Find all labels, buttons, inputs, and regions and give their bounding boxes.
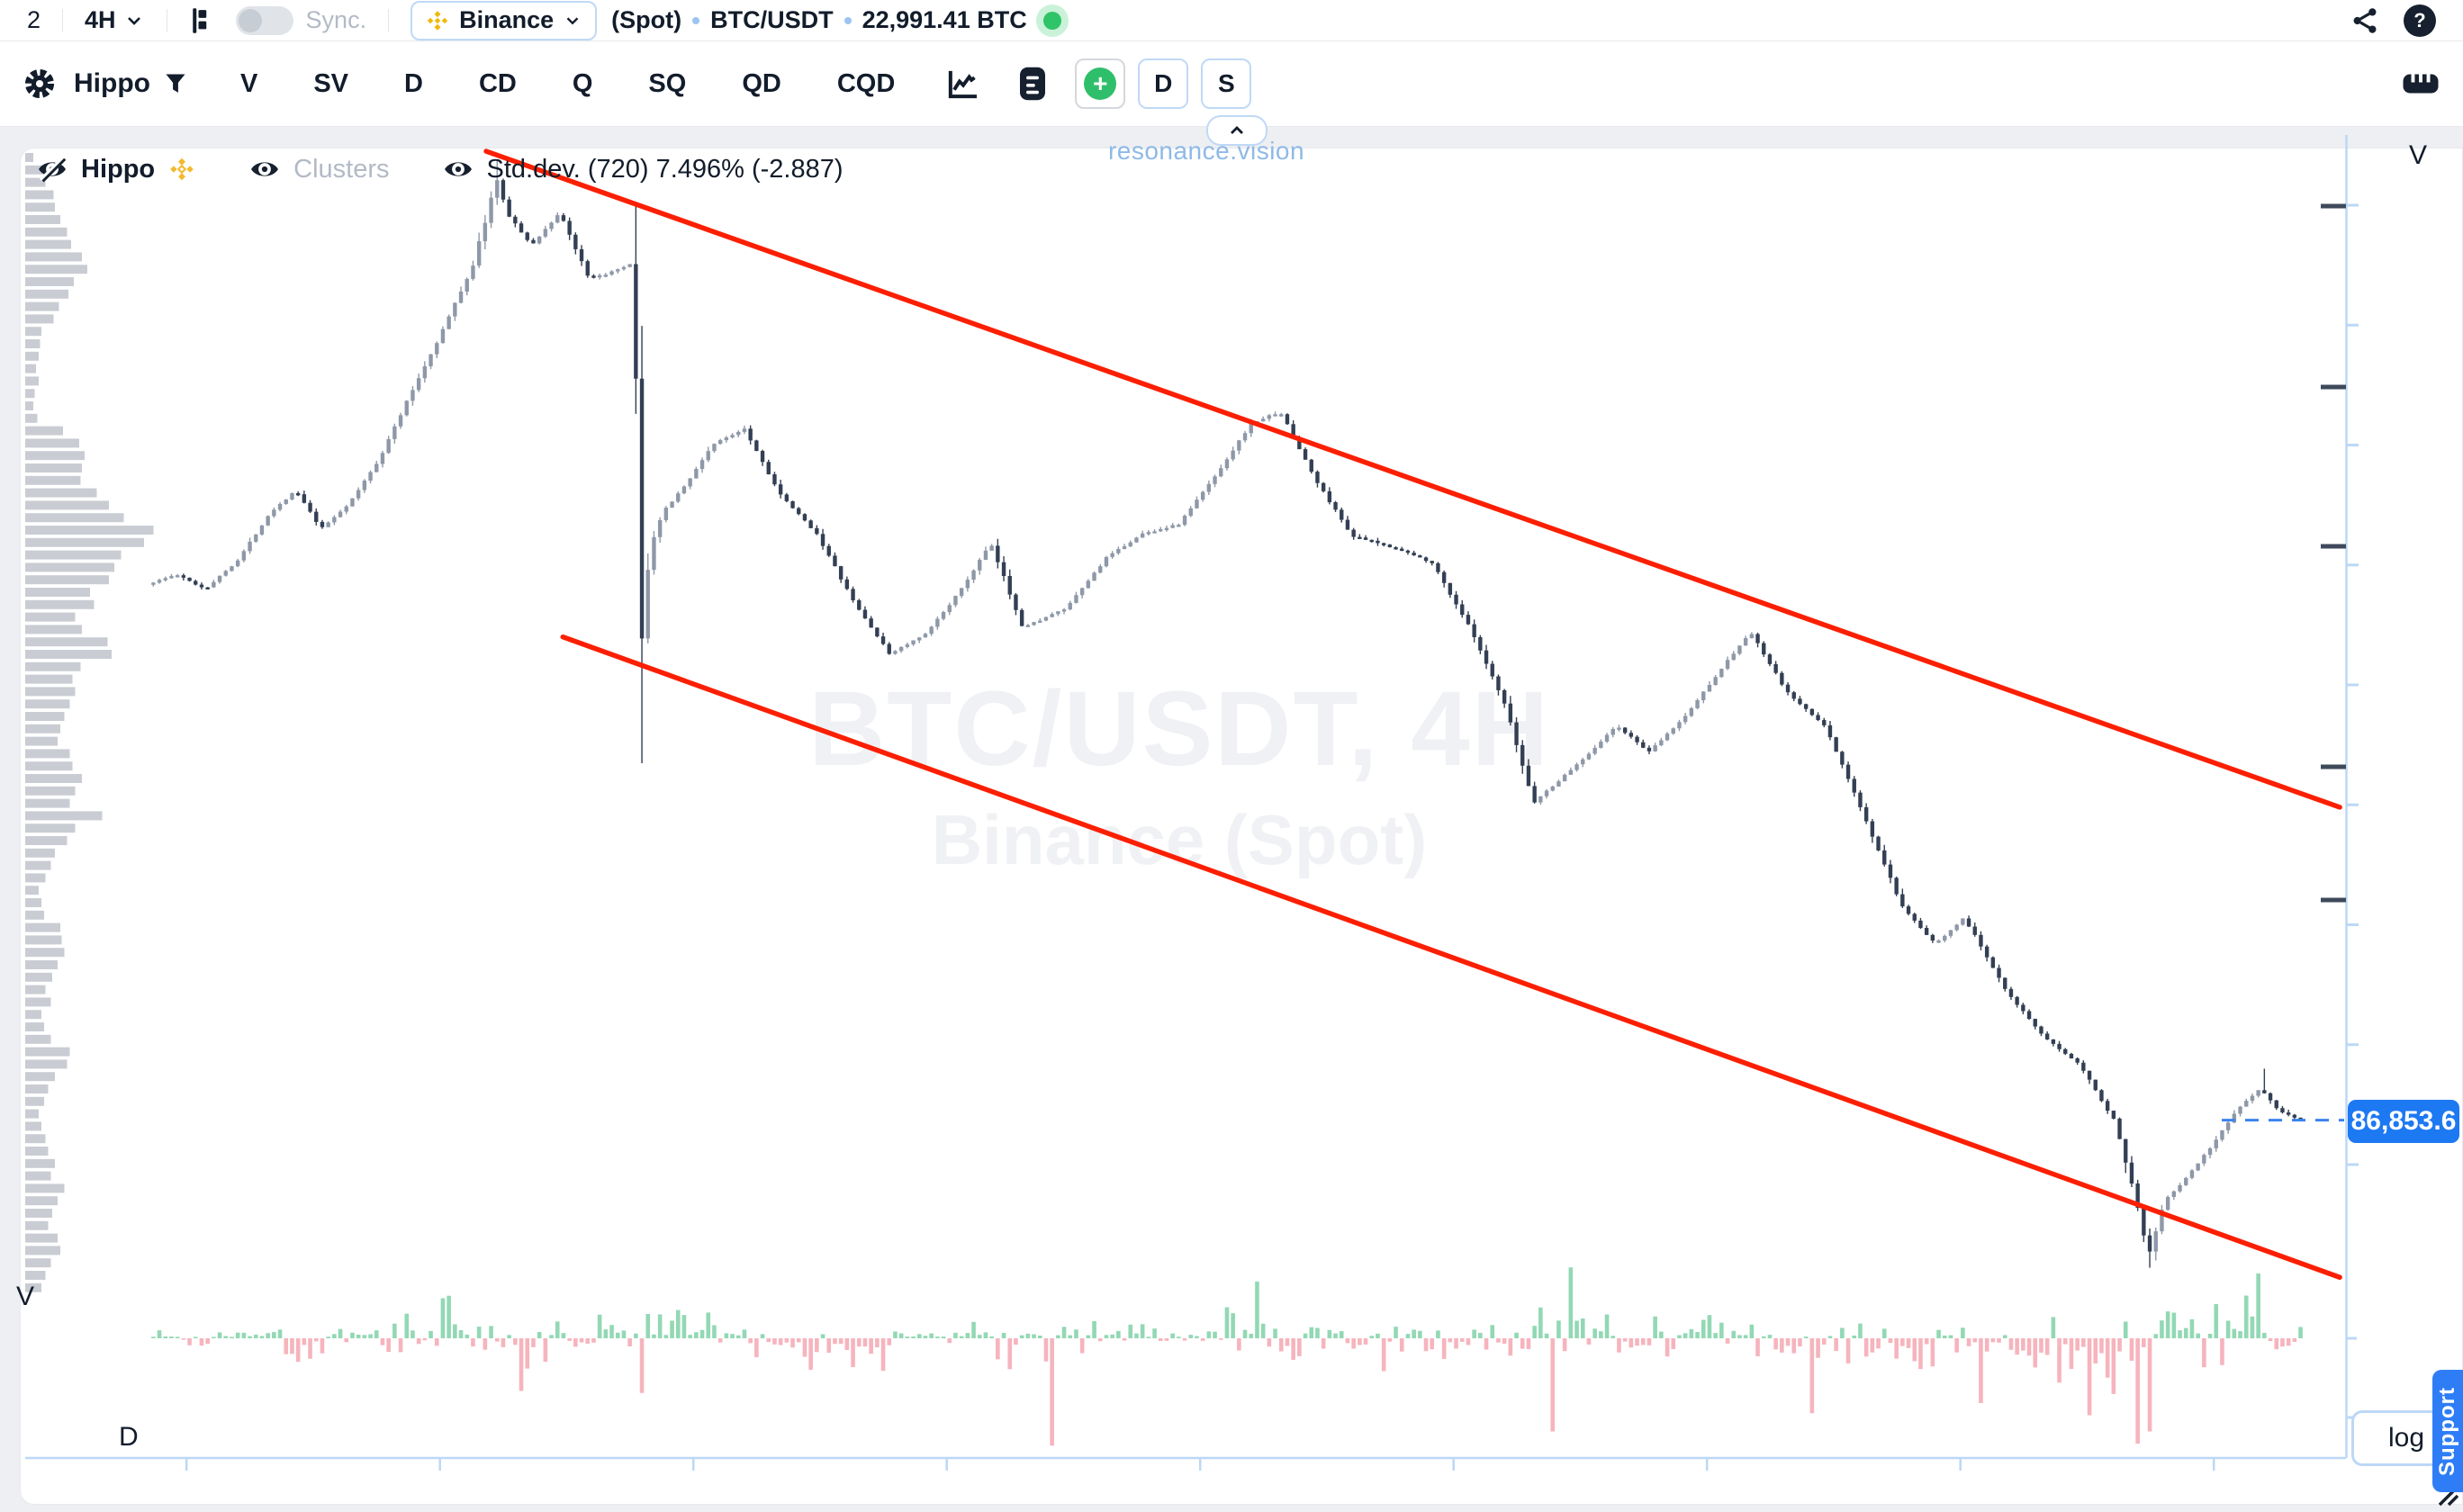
connection-status-icon	[1035, 4, 1069, 37]
d-view-button[interactable]: D	[1138, 58, 1189, 109]
sync-label: Sync.	[305, 6, 367, 33]
eye-icon[interactable]	[248, 153, 281, 185]
legend-item-stddev[interactable]: Std.dev. (720) 7.496% (-2.887)	[442, 153, 844, 185]
legend-item-clusters[interactable]: Clusters	[248, 153, 390, 185]
volume-profile-layer	[25, 153, 154, 1292]
separator-dot	[844, 16, 852, 24]
ruler-icon[interactable]	[2402, 70, 2440, 97]
d-view-label: D	[1154, 69, 1173, 97]
legend-label: Hippo	[81, 154, 156, 184]
delta-pane-label: V	[16, 1282, 35, 1311]
indicator-toolbar: Hippo V SV D CD Q SQ QD CQD + D S	[0, 41, 2463, 127]
window-number: 2	[27, 6, 41, 33]
add-button[interactable]: +	[1075, 58, 1126, 109]
line-chart-icon[interactable]	[945, 66, 981, 102]
date-mode-label: D	[119, 1422, 139, 1452]
support-tab[interactable]: Support	[2432, 1370, 2463, 1492]
mode-d[interactable]: D	[404, 68, 423, 98]
mode-switcher: V SV D CD Q SQ QD CQD	[240, 69, 895, 99]
support-tab-label: Support	[2435, 1386, 2459, 1476]
top-bar: 2 4H Sync. Binance (Spot) BTC/USDT 22,99…	[0, 0, 2463, 41]
chevron-down-icon	[566, 16, 579, 24]
mode-sv[interactable]: SV	[313, 68, 349, 98]
volume-axis-label: V	[2409, 140, 2428, 170]
share-icon[interactable]	[2351, 6, 2380, 35]
mode-v[interactable]: V	[239, 68, 258, 98]
mode-q[interactable]: Q	[572, 68, 593, 98]
binance-logo-icon	[170, 158, 194, 181]
legend-item-hippo[interactable]: Hippo	[36, 153, 196, 185]
log-scale-label: log	[2387, 1423, 2425, 1453]
binance-logo-icon	[427, 10, 448, 31]
trend-channel-layer	[483, 148, 2342, 1281]
timeframe-dropdown[interactable]: 4H	[85, 6, 145, 34]
mode-cqd[interactable]: CQD	[836, 68, 896, 98]
symbol-label: BTC/USDT	[710, 6, 834, 33]
legend-label: Std.dev. (720) 7.496% (-2.887)	[486, 154, 844, 184]
eye-slash-icon[interactable]	[36, 153, 68, 185]
filter-icon[interactable]	[163, 71, 188, 96]
chart-panel[interactable]	[20, 148, 2463, 1505]
mode-sq[interactable]: SQ	[648, 68, 687, 98]
volume-stat: 22,991.41 BTC	[862, 6, 1027, 33]
profile-name[interactable]: Hippo	[74, 68, 150, 98]
divider	[388, 8, 390, 32]
indicator-legend: Hippo Clusters Std.dev. (720) 7.496% (-2…	[36, 153, 844, 185]
collapse-toolbar-button[interactable]	[1206, 115, 1268, 146]
mode-cd[interactable]: CD	[478, 68, 517, 98]
chevron-up-icon	[1231, 126, 1243, 134]
candles-layer	[151, 159, 2303, 1268]
separator-dot	[692, 16, 700, 24]
legend-label: Clusters	[293, 154, 390, 184]
market-type-label: (Spot)	[611, 6, 682, 33]
flag-icon[interactable]	[189, 7, 212, 34]
s-view-label: S	[1217, 69, 1235, 97]
eye-icon[interactable]	[442, 153, 474, 185]
exchange-select[interactable]: Binance	[410, 0, 598, 40]
help-label: ?	[2413, 8, 2426, 32]
divider	[62, 8, 64, 32]
promo-link[interactable]: resonance.vision	[1107, 137, 1305, 165]
delta-layer	[151, 1267, 2303, 1446]
chevron-down-icon	[127, 16, 140, 25]
current-price-badge: 86,853.6	[2348, 1100, 2459, 1143]
help-button[interactable]: ?	[2404, 4, 2436, 37]
plus-icon: +	[1093, 69, 1108, 97]
timeframe-label: 4H	[85, 6, 116, 33]
mode-qd[interactable]: QD	[742, 68, 781, 98]
axes-layer	[25, 135, 2359, 1471]
sync-toggle[interactable]	[235, 5, 293, 35]
exchange-label: Binance	[459, 6, 555, 33]
sync-toggle-knob	[238, 8, 262, 32]
s-view-button[interactable]: S	[1201, 58, 1252, 109]
list-icon[interactable]	[1017, 65, 1048, 103]
gear-icon[interactable]	[23, 68, 56, 100]
